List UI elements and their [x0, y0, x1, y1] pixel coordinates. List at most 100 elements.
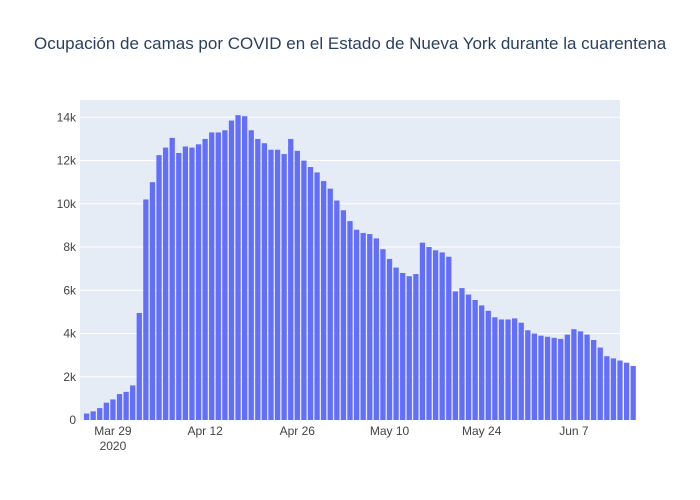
bar — [281, 154, 287, 420]
bar — [584, 334, 590, 420]
bar — [156, 155, 162, 420]
bar — [242, 116, 248, 420]
bar — [261, 143, 268, 421]
bar — [400, 272, 406, 420]
bars — [83, 115, 636, 421]
bar — [413, 274, 419, 420]
bar — [83, 413, 90, 420]
bar — [353, 229, 360, 420]
x-tick-label: Apr 12 — [187, 424, 223, 438]
bar — [307, 167, 314, 420]
bar — [518, 322, 524, 420]
bar — [610, 358, 617, 420]
bar — [452, 291, 458, 420]
bar — [571, 329, 577, 420]
bar — [597, 347, 603, 420]
bar — [380, 249, 386, 420]
chart-title: Ocupación de camas por COVID en el Estad… — [34, 34, 667, 53]
bar — [617, 360, 623, 420]
bar — [604, 356, 610, 420]
bar — [479, 305, 485, 420]
bar — [110, 399, 116, 420]
y-tick-label: 8k — [63, 240, 77, 254]
bar — [215, 132, 221, 420]
bar — [472, 300, 478, 420]
y-tick-label: 14k — [57, 110, 77, 124]
bar — [202, 138, 208, 420]
x-tick-label: Apr 26 — [280, 424, 316, 438]
y-tick-label: 6k — [63, 283, 77, 297]
bar — [274, 149, 281, 420]
x-tick-label: May 24 — [462, 424, 502, 438]
bar — [485, 310, 491, 420]
bar — [367, 234, 373, 420]
y-tick-label: 0 — [69, 413, 76, 427]
y-axis: 0 2k 4k 6k 8k 10k 12k 14k — [57, 110, 77, 427]
bar — [577, 331, 584, 420]
bar — [531, 333, 538, 420]
bar — [321, 181, 327, 420]
bar — [195, 144, 202, 420]
bar — [123, 391, 129, 420]
bar — [419, 242, 426, 420]
bar — [136, 312, 142, 420]
bar — [334, 200, 340, 420]
y-tick-label: 2k — [63, 370, 77, 384]
bar — [294, 150, 300, 421]
bar — [248, 130, 254, 420]
bar — [340, 210, 347, 420]
bar — [169, 137, 175, 421]
x-tick-label: Mar 29 — [94, 424, 132, 438]
bar — [360, 232, 366, 420]
bar — [288, 138, 294, 420]
bar — [426, 247, 432, 420]
bar — [222, 130, 228, 420]
bar — [235, 115, 241, 420]
bar — [149, 182, 156, 420]
bar — [393, 267, 399, 420]
y-tick-label: 12k — [57, 154, 77, 168]
bar — [544, 336, 551, 420]
bar — [143, 199, 149, 420]
bar — [538, 335, 544, 420]
bar — [176, 152, 182, 421]
bar — [301, 160, 307, 421]
bar — [314, 172, 320, 420]
bar — [228, 120, 235, 421]
bar — [327, 188, 333, 420]
x-tick-label: May 10 — [370, 424, 410, 438]
bar — [459, 288, 465, 420]
bar — [551, 337, 557, 420]
bar — [189, 147, 195, 420]
bar — [525, 330, 531, 420]
bar — [492, 317, 498, 420]
y-tick-label: 4k — [63, 327, 77, 341]
bar — [564, 334, 570, 420]
bar — [103, 402, 109, 420]
bar — [505, 319, 511, 420]
bar — [209, 132, 215, 420]
bar — [465, 294, 472, 420]
bar — [498, 319, 505, 420]
bar — [373, 238, 379, 420]
bar — [432, 250, 439, 420]
bar — [130, 385, 136, 420]
bar — [162, 147, 169, 420]
bar — [630, 365, 636, 420]
bar — [347, 221, 353, 420]
bar — [512, 318, 518, 420]
bar — [623, 362, 630, 420]
x-tick-sublabel: 2020 — [100, 439, 127, 453]
bar — [97, 408, 103, 420]
bar — [439, 252, 445, 420]
bar — [182, 146, 188, 420]
bar — [406, 276, 412, 420]
bar — [268, 149, 274, 420]
bar — [386, 258, 393, 420]
bar — [446, 256, 452, 420]
bar — [255, 138, 261, 420]
bar — [591, 340, 597, 420]
